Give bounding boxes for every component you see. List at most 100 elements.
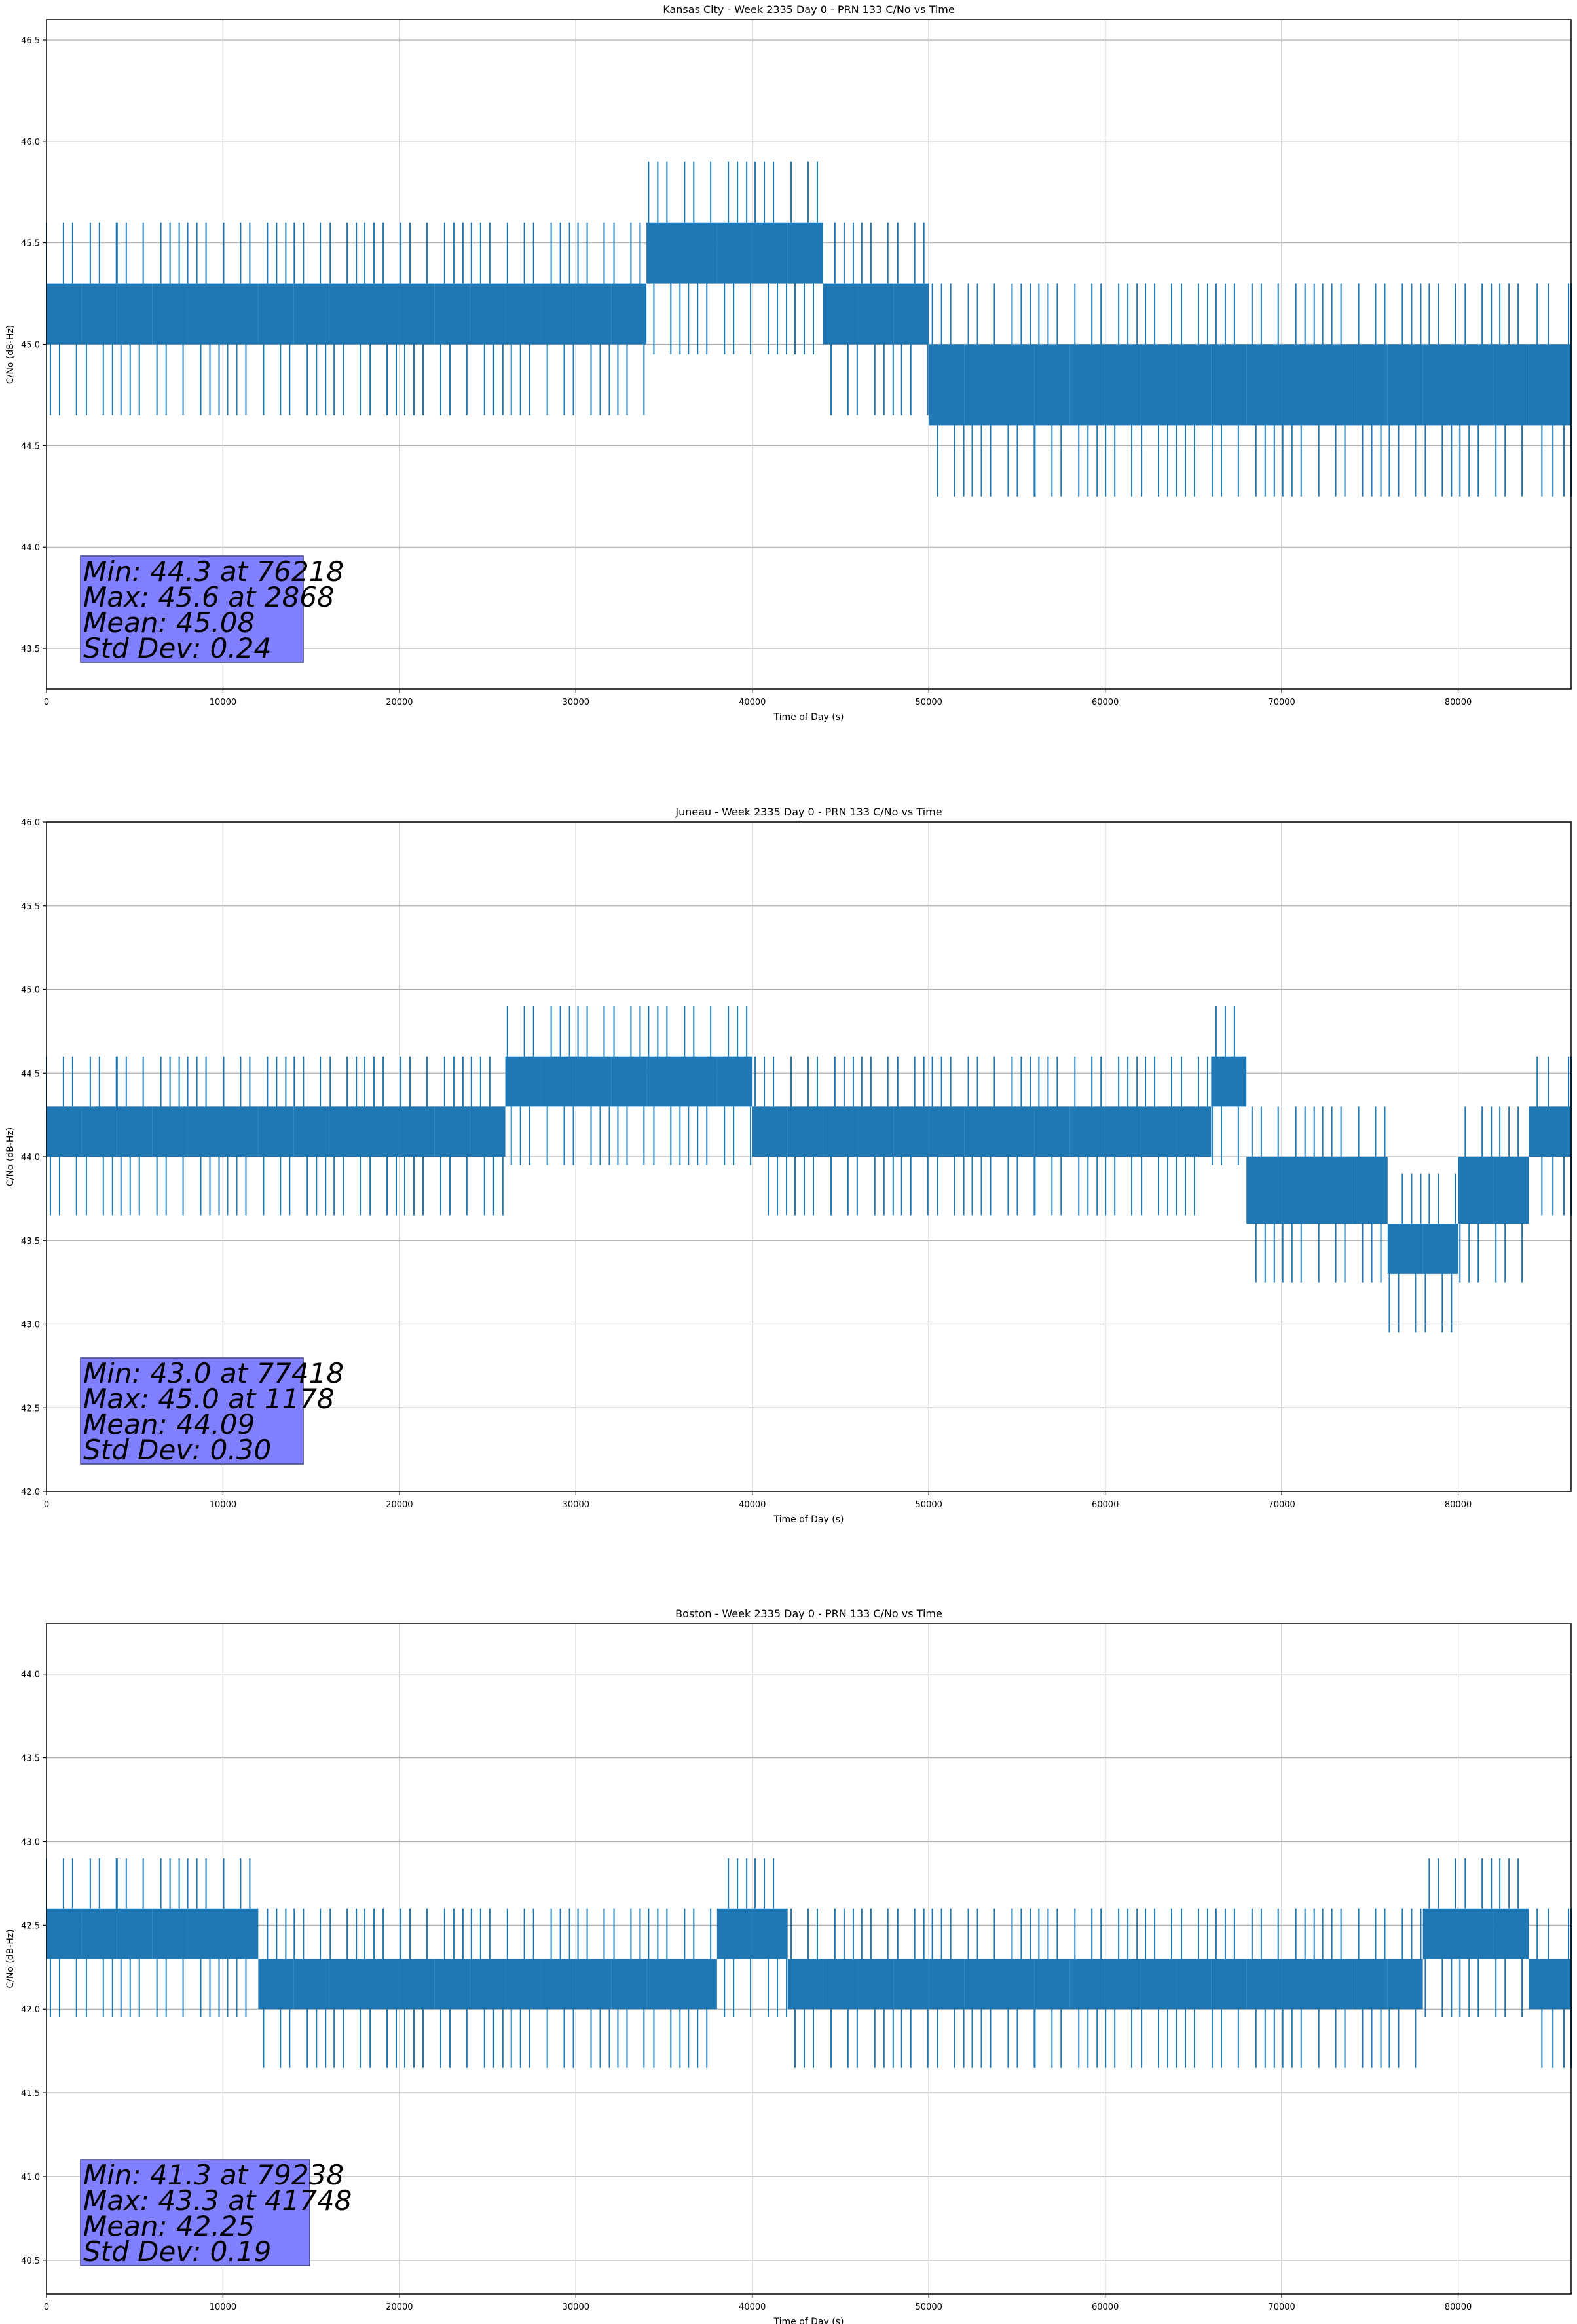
y-tick-label: 41.0 — [21, 2173, 40, 2183]
y-axis-label: C/No (dB-Hz) — [5, 1929, 16, 1988]
data-segment — [646, 1959, 682, 2010]
x-tick-label: 30000 — [563, 2302, 589, 2312]
data-series — [46, 1006, 1572, 1333]
y-tick-label: 43.5 — [21, 645, 40, 654]
data-segment — [152, 1106, 188, 1157]
chart-panel-1: 0 10000 20000 30000 40000 50000 60000 70000 8000… — [5, 3, 1572, 722]
x-tick-label: 20000 — [386, 1500, 413, 1510]
x-tick-label: 60000 — [1092, 2302, 1119, 2312]
chart-title: Boston - Week 2335 Day 0 - PRN 133 C/No … — [675, 1607, 942, 1620]
x-tick-label: 20000 — [386, 2302, 413, 2312]
stats-line: Max: 43.3 at 41748 — [83, 2184, 352, 2217]
x-tick-label: 70000 — [1268, 1500, 1295, 1510]
data-segment — [964, 1959, 999, 2010]
data-segment — [1105, 1959, 1141, 2010]
y-tick-label: 46.5 — [21, 36, 40, 46]
data-segment — [716, 222, 752, 284]
data-segment — [399, 283, 435, 345]
data-segment — [929, 1959, 965, 2010]
y-tick-label: 45.0 — [21, 341, 40, 350]
y-tick-label: 43.5 — [21, 1754, 40, 1764]
data-segment — [752, 222, 788, 284]
y-tick-label: 44.5 — [21, 441, 40, 451]
data-segment — [823, 1106, 859, 1157]
data-segment — [576, 283, 612, 345]
data-segment — [1034, 344, 1070, 426]
data-segment — [823, 283, 859, 345]
data-segment — [1105, 344, 1141, 426]
axes-frame — [46, 19, 1572, 690]
data-segment — [1458, 1157, 1494, 1224]
y-tick-label: 43.0 — [21, 1837, 40, 1847]
stats-line: Std Dev: 0.24 — [83, 632, 271, 664]
data-segment — [999, 1106, 1035, 1157]
data-segment — [329, 1959, 364, 2010]
y-tick-label: 44.0 — [21, 1153, 40, 1163]
data-segment — [81, 283, 117, 345]
data-segment — [646, 1056, 682, 1107]
data-segment — [293, 1106, 329, 1157]
x-tick-label: 0 — [44, 698, 49, 707]
x-axis-label: Time of Day (s) — [773, 1514, 844, 1525]
data-segment — [399, 1959, 435, 2010]
x-tick-label: 60000 — [1092, 698, 1119, 707]
data-segment — [434, 1106, 470, 1157]
data-segment — [470, 1106, 506, 1157]
chart-title: Kansas City - Week 2335 Day 0 - PRN 133 … — [663, 3, 954, 16]
x-axis-label: Time of Day (s) — [773, 712, 844, 722]
data-segment — [1317, 1959, 1352, 2010]
data-segment — [682, 1959, 717, 2010]
data-segment — [81, 1106, 117, 1157]
data-segment — [823, 1959, 859, 2010]
data-segment — [46, 1106, 82, 1157]
y-tick-label: 42.0 — [21, 1488, 40, 1497]
x-tick-label: 50000 — [916, 1500, 942, 1510]
stats-line: Mean: 45.08 — [83, 607, 255, 639]
data-segment — [187, 1106, 223, 1157]
data-segment — [1317, 344, 1352, 426]
data-segment — [1140, 1959, 1176, 2010]
x-tick-label: 40000 — [739, 698, 766, 707]
data-segment — [1282, 344, 1317, 426]
data-segment — [929, 344, 965, 426]
data-segment — [505, 1056, 541, 1107]
data-segment — [1352, 1157, 1388, 1224]
y-tick-label: 45.5 — [21, 239, 40, 249]
data-segment — [187, 1908, 223, 1959]
data-segment — [1493, 344, 1529, 426]
data-segment — [1387, 1959, 1423, 2010]
data-segment — [117, 1106, 153, 1157]
data-segment — [611, 283, 647, 345]
data-segment — [540, 283, 576, 345]
data-segment — [1176, 1959, 1212, 2010]
data-segment — [364, 1959, 399, 2010]
data-segment — [1069, 344, 1105, 426]
data-segment — [716, 1908, 752, 1959]
data-segment — [505, 1959, 541, 2010]
y-tick-label: 42.5 — [21, 1404, 40, 1414]
chart-title: Juneau - Week 2335 Day 0 - PRN 133 C/No … — [675, 806, 942, 818]
data-segment — [964, 344, 999, 426]
data-segment — [1493, 1157, 1529, 1224]
x-tick-label: 0 — [44, 2302, 49, 2312]
data-segment — [1140, 1106, 1176, 1157]
data-segment — [858, 1959, 894, 2010]
data-segment — [1422, 1908, 1458, 1959]
data-segment — [787, 1959, 823, 2010]
data-segment — [46, 1908, 82, 1959]
data-segment — [964, 1106, 999, 1157]
data-segment — [329, 283, 364, 345]
stats-line: Mean: 44.09 — [83, 1408, 255, 1440]
data-segment — [1529, 344, 1571, 426]
data-segment — [1282, 1157, 1317, 1224]
data-segment — [117, 1908, 153, 1959]
data-segment — [893, 283, 929, 345]
data-segment — [576, 1959, 612, 2010]
data-segment — [646, 222, 682, 284]
data-segment — [1282, 1959, 1317, 2010]
data-segment — [999, 1959, 1035, 2010]
data-segment — [1140, 344, 1176, 426]
